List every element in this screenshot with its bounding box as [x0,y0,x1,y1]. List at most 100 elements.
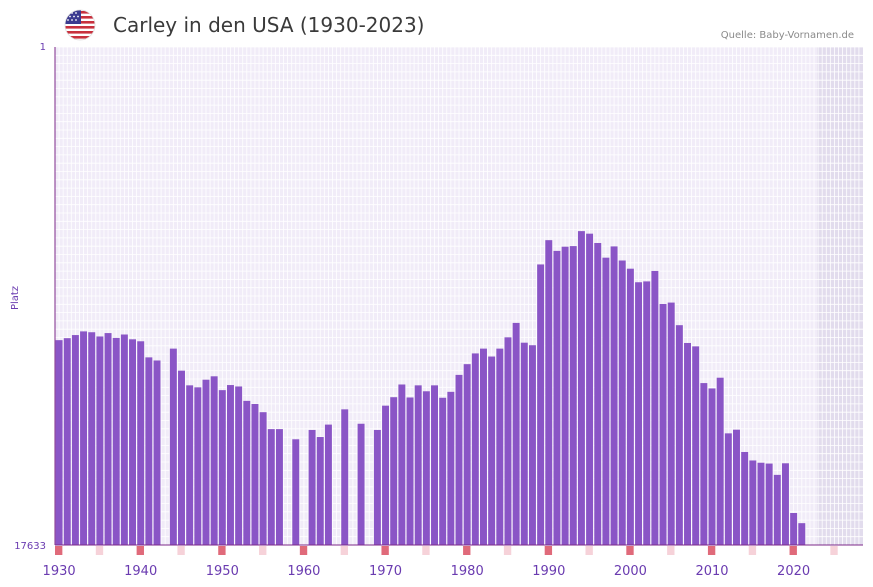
bar-1974 [414,385,422,545]
bar-2021 [798,523,806,545]
bar-1988 [528,345,536,545]
bar-1939 [129,339,137,545]
x-tick-label-2000: 2000 [614,564,647,579]
half-decade-marker-1975 [422,546,430,555]
bar-1987 [520,342,528,545]
bar-1983 [488,356,496,545]
bar-2006 [675,325,683,545]
bar-1937 [112,337,120,545]
bar-1944 [169,348,177,545]
y-tick-label: 1 [40,42,46,53]
decade-marker-1980 [463,546,471,555]
bar-1953 [243,400,251,545]
bar-1947 [194,387,202,545]
bar-1931 [63,338,71,545]
bar-2019 [781,463,789,545]
bar-1975 [422,391,430,545]
source-credit: Quelle: Baby-Vornamen.de [720,30,854,41]
bar-2005 [667,302,675,545]
bar-1993 [569,246,577,545]
half-decade-marker-1985 [503,546,512,555]
bar-1952 [235,386,243,545]
bar-1961 [308,429,316,545]
year-markers [55,546,838,555]
bar-1941 [145,357,153,545]
bar-1994 [577,231,585,545]
bar-1948 [202,379,210,545]
half-decade-marker-1935 [95,546,104,555]
bar-2008 [692,346,700,545]
bar-1936 [104,333,112,545]
half-decade-marker-2015 [748,546,757,555]
x-tick-label-1960: 1960 [287,564,320,579]
bar-1978 [447,391,455,545]
bar-2007 [684,342,691,545]
bar-2017 [765,463,773,545]
decade-marker-1930 [55,546,63,555]
bar-1972 [398,384,406,545]
bar-2011 [716,377,724,545]
us-flag-icon [64,9,96,41]
decade-marker-1970 [381,546,389,555]
bar-1932 [71,335,79,545]
bar-1959 [292,439,300,545]
half-decade-marker-1955 [259,546,267,555]
x-tick-label-1950: 1950 [206,564,239,579]
bar-1997 [602,257,610,545]
bar-1977 [439,397,447,545]
bar-2015 [749,460,757,545]
bar-1991 [553,250,561,545]
bar-1986 [512,322,520,545]
x-tick-label-1930: 1930 [43,564,76,579]
bar-1990 [545,240,553,545]
bar-1933 [80,331,88,545]
y-axis-title: Platz [10,286,21,310]
bar-1938 [120,334,128,545]
x-tick-label-2020: 2020 [777,564,810,579]
bar-2003 [651,270,659,545]
bar-2020 [790,513,798,545]
y-tick-labels: 1 17633 [14,42,46,552]
bar-1973 [406,397,414,545]
bar-1984 [496,348,504,545]
page-title: Carley in den USA (1930-2023) [113,13,425,37]
bar-1965 [341,409,349,545]
bar-1957 [275,429,283,545]
bar-1934 [88,332,96,545]
bar-1980 [463,364,471,545]
x-tick-label-2010: 2010 [695,564,728,579]
bar-2009 [700,383,708,545]
bar-1996 [594,242,602,546]
bar-2014 [741,451,749,545]
bar-1949 [210,376,218,545]
half-decade-marker-1945 [177,546,185,555]
decade-marker-2010 [707,546,716,555]
x-tick-label-1970: 1970 [369,564,402,579]
decade-marker-1990 [544,546,553,555]
bar-2012 [724,433,732,545]
bar-1946 [186,385,194,545]
bar-1955 [259,412,267,545]
x-tick-label-1980: 1980 [451,564,484,579]
bar-1998 [610,246,618,545]
bar-1930 [55,340,63,545]
bar-2016 [757,462,765,545]
bar-1970 [382,405,390,545]
bar-1989 [537,264,545,545]
bar-1967 [357,423,365,545]
x-tick-labels: 1930 1940 1950 1960 1970 1980 1990 2000 2010 2020 [43,564,811,579]
bar-1942 [153,360,161,545]
y-tick-label: 17633 [14,541,46,552]
decade-marker-2020 [789,546,797,555]
half-decade-marker-2005 [667,546,675,555]
bar-1982 [480,348,487,545]
bar-1951 [226,385,234,545]
bar-1963 [324,424,332,545]
half-decade-marker-1965 [340,546,349,555]
x-tick-label-1940: 1940 [124,564,157,579]
bar-2000 [626,268,634,545]
bar-1976 [431,385,438,545]
decade-marker-1940 [136,546,144,555]
bar-1962 [316,437,324,545]
